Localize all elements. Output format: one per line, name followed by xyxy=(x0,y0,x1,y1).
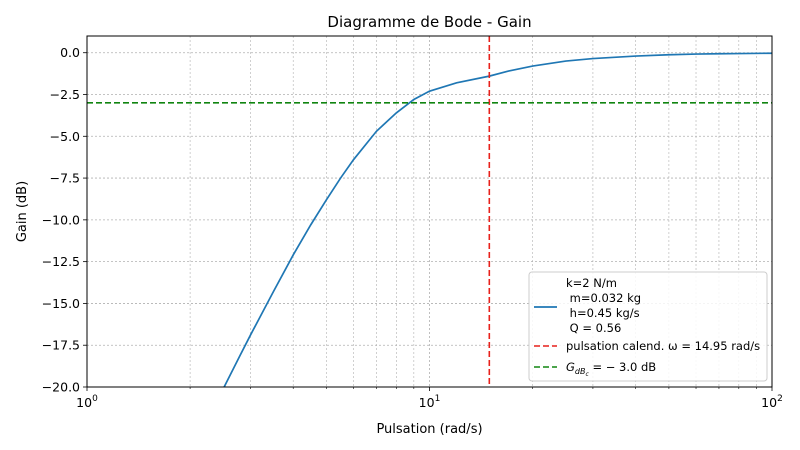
x-tick-label: 101 xyxy=(419,394,441,410)
axis-ticks: 0.0 −2.5 −5.0 −7.5 −10.0 −12.5 −15.0 −17.5 −20.0… xyxy=(42,45,783,410)
gain-curve xyxy=(223,52,772,387)
y-tick-label: −15.0 xyxy=(42,296,80,311)
legend-label-pulsation: pulsation calend. ω = 14.95 rad/s xyxy=(566,339,760,353)
y-tick-label: −7.5 xyxy=(50,171,80,186)
y-tick-label: −10.0 xyxy=(42,212,80,227)
x-tick-label: 100 xyxy=(76,394,98,410)
y-tick-label: −20.0 xyxy=(42,380,80,395)
y-tick-label: −17.5 xyxy=(42,338,80,353)
y-tick-label: 0.0 xyxy=(60,45,80,60)
x-tick-label: 102 xyxy=(761,394,783,410)
legend: k=2 N/m m=0.032 kg h=0.45 kg/s Q = 0.56 p… xyxy=(528,271,768,382)
chart-title: Diagramme de Bode - Gain xyxy=(327,13,531,31)
y-tick-label: −12.5 xyxy=(42,254,80,269)
x-axis-label: Pulsation (rad/s) xyxy=(376,422,482,437)
legend-label-curve: k=2 N/m m=0.032 kg h=0.45 kg/s Q = 0.56 xyxy=(566,276,641,335)
y-tick-label: −5.0 xyxy=(50,129,80,144)
legend-label-cutoff: GdBc = − 3.0 dB xyxy=(566,360,656,378)
legend-box xyxy=(528,271,768,382)
y-tick-label: −2.5 xyxy=(50,87,80,102)
plot-area xyxy=(87,36,772,387)
y-axis-label: Gain (dB) xyxy=(15,181,30,242)
